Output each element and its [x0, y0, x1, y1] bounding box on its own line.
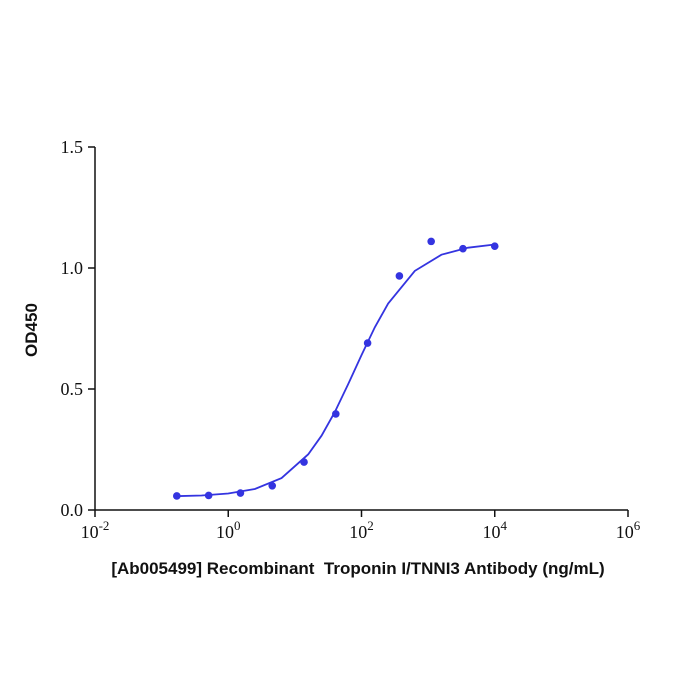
x-tick-label: 104 [483, 518, 508, 542]
tick-base: 10 [616, 522, 634, 542]
y-axis-label: OD450 [22, 303, 41, 357]
data-point [363, 339, 372, 347]
x-tick-label: 102 [349, 518, 374, 542]
tick-base: 10 [81, 522, 99, 542]
x-tick-label: 10-2 [81, 518, 110, 542]
data-point [490, 242, 499, 251]
data-point [459, 244, 467, 253]
tick-base: 10 [483, 522, 501, 542]
data-point [268, 482, 277, 490]
tick-exponent: 0 [234, 518, 241, 533]
tick-exponent: 4 [501, 518, 508, 533]
x-tick-label: 100 [216, 518, 241, 542]
data-point [173, 492, 181, 500]
data-point [427, 237, 435, 246]
y-tick-label: 1.0 [61, 258, 84, 278]
tick-exponent: -2 [99, 518, 110, 533]
tick-base: 10 [216, 522, 234, 542]
y-tick-label: 1.5 [61, 137, 84, 157]
y-tick-label: 0.5 [61, 379, 84, 399]
y-tick-label: 0.0 [61, 500, 84, 520]
data-point [395, 272, 404, 280]
data-point [300, 458, 308, 466]
tick-exponent: 2 [367, 518, 374, 533]
tick-exponent: 6 [634, 518, 641, 533]
data-point [204, 491, 213, 500]
data-point [236, 489, 245, 497]
data-point [332, 410, 340, 418]
x-tick-label: 106 [616, 518, 641, 542]
x-axis-label: [Ab005499] Recombinant Troponin I/TNNI3 … [111, 559, 604, 578]
tick-base: 10 [349, 522, 367, 542]
